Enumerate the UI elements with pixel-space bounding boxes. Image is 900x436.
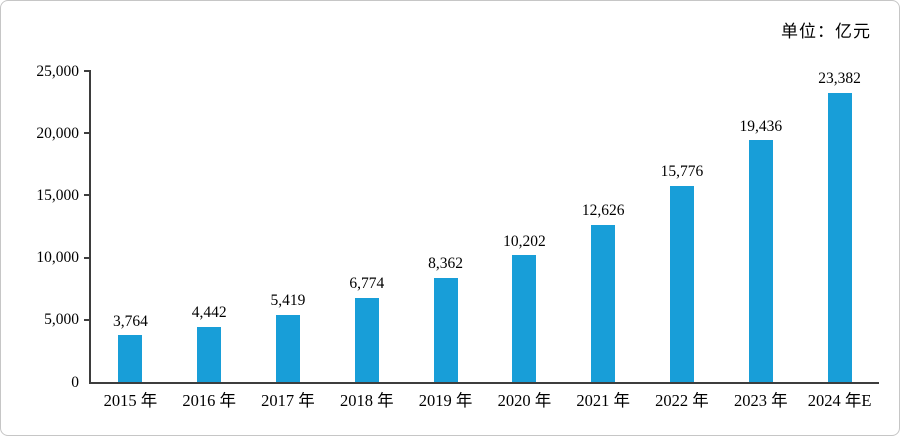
x-axis-label: 2015 年 (103, 391, 158, 410)
x-axis-label: 2017 年 (261, 391, 315, 410)
bar-column: 19,436 (721, 71, 800, 382)
bar (591, 224, 616, 382)
y-tick-label: 5,000 (44, 311, 79, 329)
bar-column: 23,382 (800, 71, 879, 382)
x-axis-label: 2023 年 (733, 391, 788, 410)
x-axis-label: 2018 年 (339, 391, 394, 410)
bar (512, 255, 537, 382)
bar (275, 314, 300, 382)
x-axis-label: 2019 年 (418, 391, 473, 410)
bar-value-label: 8,362 (428, 255, 464, 273)
x-axis-label: 2016 年 (182, 391, 236, 410)
bar (354, 297, 379, 382)
bar-column: 4,442 (170, 71, 249, 382)
bar (669, 185, 694, 382)
x-axis-label: 2022 年 (655, 391, 709, 410)
x-axis-labels: 2015 年 2016 年 2017 年 2018 年 2019 年 2020 年 2021… (91, 382, 879, 410)
bar-column: 10,202 (485, 71, 564, 382)
bar-column: 3,764 (91, 71, 170, 382)
bar-column: 15,776 (643, 71, 722, 382)
bar-value-label: 4,442 (191, 304, 227, 322)
x-axis-label: 2020 年 (497, 391, 552, 410)
bar-column: 8,362 (406, 71, 485, 382)
bar (433, 277, 458, 382)
bar-value-label: 15,776 (660, 163, 704, 181)
bar-column: 5,419 (249, 71, 328, 382)
y-tick-mark (84, 318, 91, 321)
bar (197, 326, 222, 382)
y-tick-mark (84, 132, 91, 135)
y-tick-mark (84, 70, 91, 72)
bar (748, 140, 773, 382)
bar-value-label: 10,202 (503, 232, 546, 250)
bar (827, 92, 852, 382)
y-tick-mark (84, 194, 91, 197)
bar-value-label: 12,626 (581, 202, 625, 220)
bar-column: 12,626 (564, 71, 643, 382)
unit-label: 单位：亿元 (781, 22, 871, 41)
bars-container: 3,764 4,442 5,419 6,774 8,362 10,202 12,626 15,… (91, 71, 879, 382)
bar-column: 6,774 (327, 71, 406, 382)
plot-area: 0 5,000 10,000 15,000 20,000 25,000 3,764 4,44… (36, 63, 879, 409)
bar (118, 335, 143, 382)
y-tick-mark (84, 256, 91, 259)
y-tick-label: 0 (71, 373, 79, 391)
y-tick-label: 15,000 (36, 186, 79, 204)
bar-value-label: 3,764 (112, 312, 148, 330)
bar-value-label: 19,436 (739, 117, 783, 135)
y-tick-label: 10,000 (36, 248, 79, 266)
x-axis-label: 2021 年 (576, 391, 630, 410)
bar-value-label: 23,382 (818, 70, 861, 87)
bar-value-label: 6,774 (349, 275, 385, 293)
y-tick-label: 20,000 (36, 124, 79, 142)
y-tick-label: 25,000 (36, 62, 79, 80)
bar-value-label: 5,419 (270, 292, 306, 310)
x-axis-label: 2024 年E (807, 391, 872, 410)
